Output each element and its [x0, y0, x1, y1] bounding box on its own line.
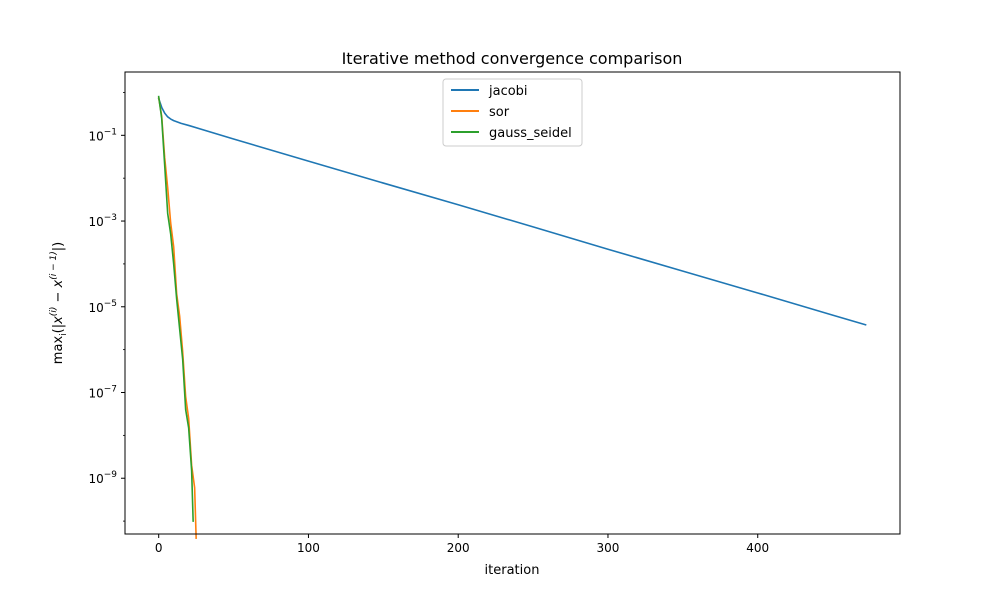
y-tick-exponent: −9 [104, 470, 118, 480]
y-tick-base: 10 [88, 387, 103, 401]
y-axis-label: maxi(|x(i) − x(i − 1)|) [49, 242, 69, 364]
y-axis-label-open: (| [51, 324, 66, 333]
y-tick-label: 10−5 [88, 299, 117, 315]
series-line-gauss-seidel [157, 95, 194, 522]
plot-frame [124, 71, 901, 535]
y-axis-label-x1: x [51, 316, 66, 325]
legend: jacobi sor gauss_seidel [442, 78, 583, 147]
x-tick-label: 100 [297, 541, 320, 555]
plot-background [125, 72, 900, 534]
y-axis-label-x2: x [51, 279, 66, 288]
y-tick-base: 10 [88, 215, 103, 229]
y-tick-label: 10−1 [88, 127, 117, 143]
y-tick-label: 10−3 [88, 213, 117, 229]
legend-label-sor: sor [489, 105, 510, 120]
y-axis-label-close: |) [51, 242, 66, 251]
y-axis-label-sub: i [59, 333, 69, 336]
x-axis: 0 100 200 300 400 [155, 534, 769, 555]
legend-label-gauss-seidel: gauss_seidel [489, 126, 572, 141]
series-layer [157, 95, 867, 539]
series-line-jacobi [157, 97, 867, 326]
y-axis: 10−110−310−510−710−9 [88, 92, 125, 522]
y-axis-label-max: max [51, 336, 66, 365]
x-tick-label: 0 [155, 541, 163, 555]
y-tick-label: 10−9 [88, 470, 117, 486]
plot-area [124, 71, 901, 539]
y-tick-exponent: −1 [104, 127, 117, 137]
y-tick-base: 10 [88, 129, 103, 143]
y-axis-label-minus: − [51, 287, 66, 306]
x-axis-label: iteration [485, 563, 540, 578]
y-tick-exponent: −7 [104, 385, 117, 395]
y-tick-exponent: −5 [104, 299, 117, 309]
legend-box [442, 78, 583, 147]
y-tick-base: 10 [88, 472, 103, 486]
y-tick-exponent: −3 [104, 213, 117, 223]
legend-label-jacobi: jacobi [488, 84, 528, 99]
y-tick-label: 10−7 [88, 385, 117, 401]
y-axis-label-sup2: (i − 1) [49, 251, 59, 280]
x-tick-label: 200 [447, 541, 470, 555]
chart-title: Iterative method convergence comparison [342, 49, 683, 68]
x-tick-label: 300 [597, 541, 620, 555]
x-tick-label: 400 [746, 541, 769, 555]
y-axis-label-sup1: (i) [49, 307, 59, 317]
y-tick-base: 10 [88, 301, 103, 315]
